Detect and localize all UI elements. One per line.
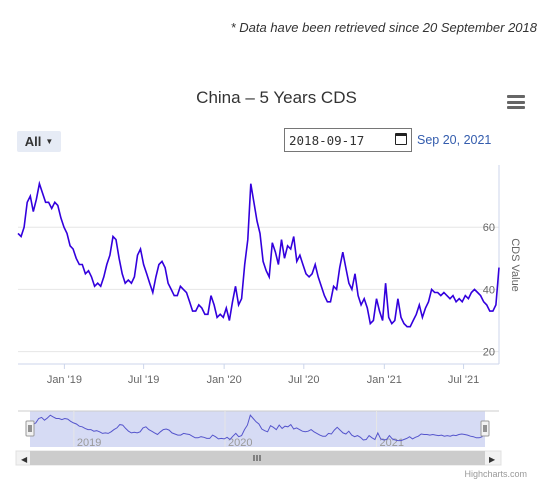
date-to-field[interactable]: Sep 20, 2021 — [417, 133, 492, 147]
data-note: * Data have been retrieved since 20 Sept… — [230, 20, 537, 35]
y-tick-label: 60 — [483, 222, 495, 234]
grid-lines — [18, 226, 499, 353]
navigator[interactable]: 2019 2020 2021◀ ▶ — [15, 410, 502, 466]
scroll-right-icon[interactable]: ▶ — [489, 455, 496, 464]
range-selector-dropdown[interactable]: All ▼ — [17, 131, 61, 152]
scroll-left-icon[interactable]: ◀ — [21, 455, 28, 464]
navigator-year-label: 2019 — [77, 437, 101, 449]
y-tick-label: 20 — [483, 347, 495, 359]
range-selector-label: All — [24, 134, 42, 149]
calendar-icon[interactable] — [395, 133, 407, 145]
x-tick-label: Jan '21 — [367, 374, 402, 386]
navigator-handle-left[interactable] — [25, 420, 35, 437]
x-axis: Jan '19 Jul '19 Jan '20 Jul '20 Jan '21 Jul '… — [18, 363, 499, 386]
series-line-cds — [17, 180, 500, 328]
date-from-value: 2018-09-17 — [289, 132, 365, 148]
date-from-input[interactable]: 2018-09-17 — [284, 128, 412, 152]
y-tick-label: 40 — [483, 284, 495, 296]
chevron-down-icon: ▼ — [45, 137, 54, 146]
highcharts-credit[interactable]: Highcharts.com — [464, 469, 527, 479]
navigator-mask[interactable] — [30, 411, 485, 447]
hamburger-menu-icon[interactable] — [507, 95, 525, 109]
x-tick-label: Jan '20 — [207, 374, 242, 386]
x-tick-label: Jul '19 — [128, 374, 159, 386]
y-axis: 20 40 60 — [483, 165, 500, 364]
y-axis-label: CDS Value — [509, 238, 521, 292]
chart-title: China – 5 Years CDS — [196, 88, 357, 107]
x-tick-label: Jan '19 — [47, 374, 82, 386]
navigator-year-label: 2020 — [228, 437, 252, 449]
navigator-handle-right[interactable] — [480, 420, 490, 437]
navigator-series-line — [29, 414, 486, 442]
navigator-scrollbar[interactable]: ◀ ▶ — [15, 450, 502, 466]
x-tick-label: Jul '20 — [288, 374, 319, 386]
x-tick-label: Jul '21 — [448, 374, 479, 386]
